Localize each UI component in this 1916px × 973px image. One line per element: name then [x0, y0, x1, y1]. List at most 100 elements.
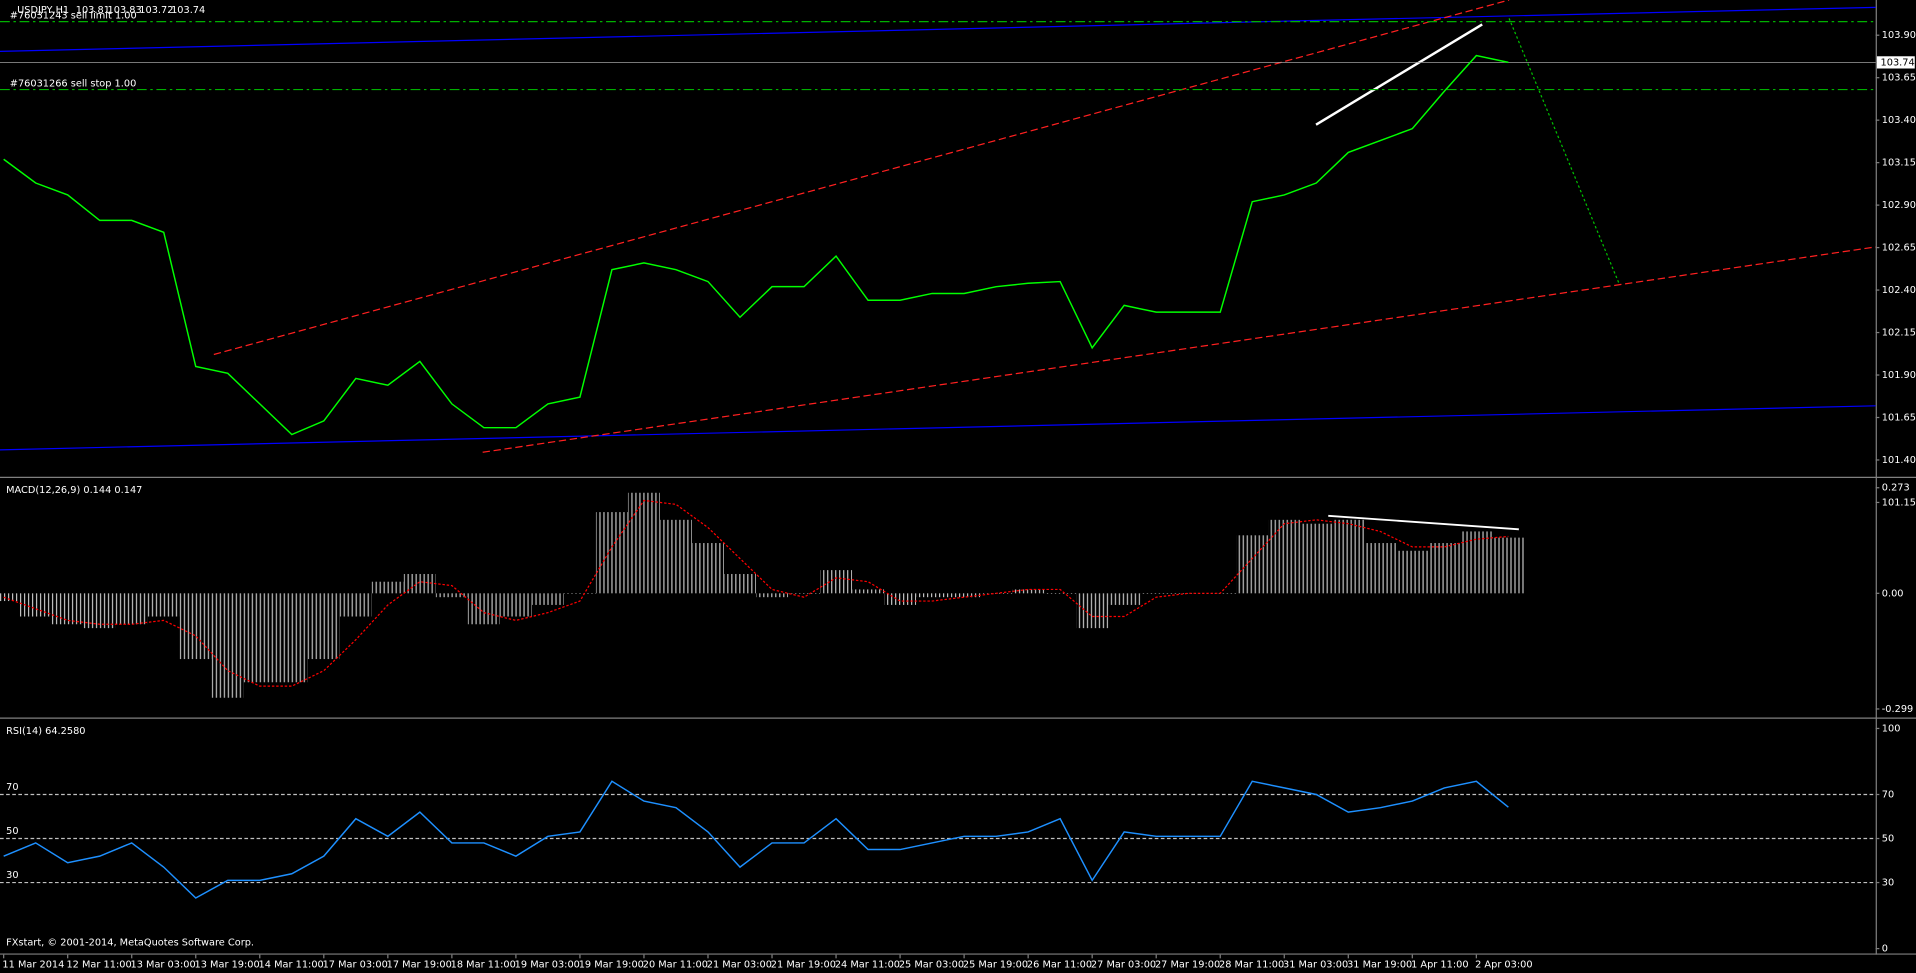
- x-tick-label: 25 Mar 03:00: [899, 959, 964, 970]
- y-tick-label: 0: [1882, 944, 1888, 955]
- copyright: FXstart, © 2001-2014, MetaQuotes Softwar…: [6, 937, 254, 948]
- histogram-bar: [1172, 593, 1205, 594]
- y-tick-label: 102.40: [1882, 285, 1916, 296]
- x-tick-label: 21 Mar 19:00: [771, 959, 836, 970]
- projection-line: [1508, 18, 1620, 284]
- histogram-bar: [1108, 593, 1141, 605]
- y-tick-label: 30: [1882, 878, 1894, 889]
- channel-line: [0, 405, 1876, 451]
- divergence-line: [1315, 23, 1483, 126]
- x-tick-label: 14 Mar 11:00: [259, 959, 324, 970]
- histogram-bar: [756, 593, 789, 598]
- histogram-bar: [1300, 523, 1333, 594]
- histogram-bar: [1492, 537, 1525, 594]
- histogram-bar: [1044, 593, 1077, 594]
- x-tick-label: 31 Mar 19:00: [1347, 959, 1412, 970]
- trend-line: [213, 0, 1510, 356]
- histogram-bar: [1012, 589, 1045, 594]
- level-label: 50: [6, 826, 18, 837]
- x-tick-label: 12 Mar 11:00: [66, 959, 131, 970]
- histogram-bar: [884, 593, 917, 605]
- x-tick-label: 21 Mar 03:00: [707, 959, 772, 970]
- histogram-bar: [307, 593, 340, 660]
- histogram-bar: [179, 593, 212, 660]
- histogram-bar: [243, 593, 276, 683]
- y-tick-label: 0.273: [1882, 483, 1910, 494]
- series-line: [3, 54, 1509, 436]
- y-tick-label: 102.65: [1882, 243, 1916, 254]
- y-tick-label: 101.15: [1882, 497, 1916, 508]
- histogram-bar: [659, 519, 692, 594]
- x-tick-label: 24 Mar 11:00: [835, 959, 900, 970]
- trend-line: [482, 246, 1876, 453]
- x-tick-label: 31 Mar 03:00: [1283, 959, 1348, 970]
- level-label: 30: [6, 870, 18, 881]
- ohlc-value: 103.81: [76, 5, 110, 16]
- signal-line: [3, 499, 1509, 687]
- histogram-bar: [1460, 531, 1493, 594]
- x-tick-label: 17 Mar 19:00: [387, 959, 452, 970]
- x-tick-label: 19 Mar 19:00: [579, 959, 644, 970]
- histogram-bar: [788, 593, 821, 594]
- histogram-bar: [1332, 519, 1365, 594]
- histogram-bar: [339, 593, 372, 617]
- histogram-bar: [820, 570, 853, 594]
- y-tick-label: 103.90: [1882, 30, 1916, 41]
- histogram-bar: [403, 573, 436, 594]
- x-tick-label: 17 Mar 03:00: [323, 959, 388, 970]
- y-tick-label: 101.65: [1882, 412, 1916, 423]
- histogram-bar: [1396, 550, 1429, 594]
- x-tick-label: 13 Mar 19:00: [195, 959, 260, 970]
- histogram-bar: [1268, 519, 1301, 594]
- histogram-bar: [147, 593, 180, 617]
- price-label: 103.74: [1881, 57, 1915, 68]
- histogram-bar: [371, 581, 404, 594]
- channel-line: [0, 6, 1876, 52]
- ohlc-value: 103.72: [139, 5, 173, 16]
- y-tick-label: 102.15: [1882, 328, 1916, 339]
- x-tick-label: 11 Mar 2014: [2, 959, 64, 970]
- x-tick-label: 27 Mar 19:00: [1155, 959, 1220, 970]
- x-tick-label: 28 Mar 11:00: [1219, 959, 1284, 970]
- y-tick-label: 100: [1882, 723, 1901, 734]
- x-tick-label: 19 Mar 03:00: [515, 959, 580, 970]
- x-tick-label: 20 Mar 11:00: [643, 959, 708, 970]
- x-tick-label: 2 Apr 03:00: [1475, 959, 1532, 970]
- histogram-bar: [435, 593, 468, 598]
- y-tick-label: 102.90: [1882, 200, 1916, 211]
- ohlc-value: 103.74: [171, 5, 205, 16]
- price-box: [1876, 56, 1915, 69]
- indicator-title: RSI(14) 64.2580: [6, 726, 85, 737]
- histogram-bar: [852, 589, 885, 594]
- histogram-bar: [1076, 593, 1109, 629]
- histogram-bar: [723, 573, 757, 594]
- order-label: #76031266 sell stop 1.00: [10, 78, 137, 89]
- y-tick-label: 101.40: [1882, 455, 1916, 466]
- histogram-bar: [211, 593, 244, 698]
- y-tick-label: 0.00: [1882, 588, 1904, 599]
- x-tick-label: 27 Mar 03:00: [1091, 959, 1156, 970]
- y-tick-label: -0.299: [1882, 704, 1913, 715]
- histogram-bar: [0, 593, 20, 602]
- y-tick-label: 70: [1882, 789, 1894, 800]
- histogram-bar: [1236, 535, 1269, 594]
- histogram-bar: [691, 543, 724, 594]
- level-label: 70: [6, 782, 18, 793]
- x-tick-label: 13 Mar 03:00: [131, 959, 196, 970]
- histogram-bar: [1428, 543, 1461, 594]
- y-tick-label: 101.90: [1882, 370, 1916, 381]
- x-tick-label: 18 Mar 11:00: [451, 959, 516, 970]
- histogram-bar: [595, 512, 628, 594]
- y-tick-label: 50: [1882, 834, 1894, 845]
- histogram-bar: [1364, 543, 1397, 594]
- ohlc-value: 103.83: [108, 5, 142, 16]
- histogram-bar: [467, 593, 500, 625]
- histogram-bar: [51, 593, 84, 625]
- y-tick-label: 103.40: [1882, 115, 1916, 126]
- drawn-objects: [0, 0, 1876, 531]
- symbol: USDJPY,H1: [17, 5, 69, 16]
- x-tick-label: 1 Apr 11:00: [1411, 959, 1468, 970]
- histogram-bar: [1140, 593, 1173, 594]
